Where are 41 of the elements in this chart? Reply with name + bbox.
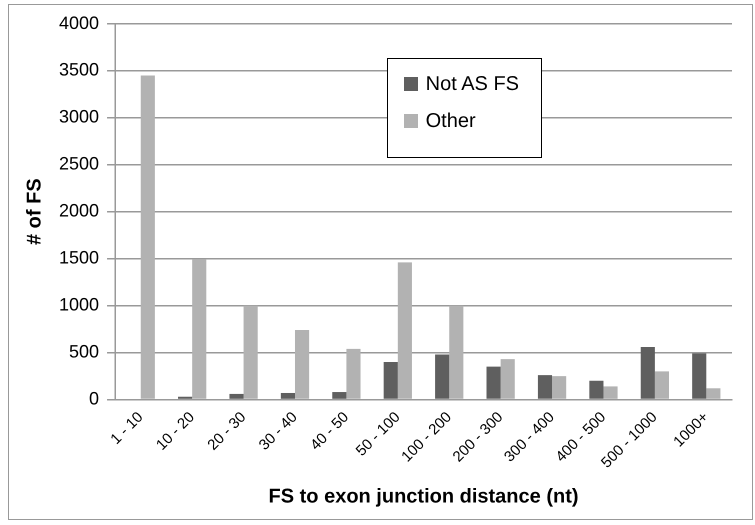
y-tick-label: 4000 bbox=[58, 12, 100, 33]
y-tick-label: 0 bbox=[89, 388, 100, 409]
y-tick-label: 2500 bbox=[58, 154, 100, 174]
bar bbox=[346, 348, 361, 399]
bar bbox=[500, 359, 515, 399]
x-tick-label: 300 - 400 bbox=[500, 408, 558, 466]
y-tick-label: 3000 bbox=[58, 106, 100, 127]
bar bbox=[589, 380, 604, 399]
bar bbox=[692, 354, 706, 399]
bar bbox=[486, 366, 501, 399]
bar bbox=[706, 388, 720, 399]
bar bbox=[603, 386, 618, 399]
y-tick-label: 1500 bbox=[58, 248, 100, 268]
x-tick-label: 30 - 40 bbox=[256, 408, 301, 454]
bar bbox=[244, 306, 258, 399]
x-tick-label: 10 - 20 bbox=[152, 408, 198, 454]
x-tick-label: 40 - 50 bbox=[307, 408, 352, 454]
bar bbox=[229, 394, 244, 399]
y-tick-label: 1000 bbox=[58, 294, 100, 315]
x-axis-title: FS to exon junction distance (nt) bbox=[268, 486, 579, 508]
bar bbox=[384, 362, 398, 399]
bar bbox=[640, 346, 655, 399]
bar bbox=[538, 375, 552, 399]
y-tick-label: 500 bbox=[68, 342, 100, 362]
bar bbox=[398, 262, 412, 399]
y-axis-title: # of FS bbox=[24, 178, 46, 246]
bar bbox=[140, 75, 155, 399]
x-tick-label: 1 - 10 bbox=[107, 408, 147, 448]
bar bbox=[332, 392, 346, 399]
y-tick-label: 3500 bbox=[58, 60, 100, 80]
bar bbox=[192, 260, 206, 399]
bar bbox=[280, 392, 295, 399]
bar bbox=[449, 306, 464, 399]
y-tick-label: 2000 bbox=[58, 200, 100, 221]
legend-label: Other bbox=[426, 110, 476, 133]
bar bbox=[654, 371, 670, 399]
bar bbox=[552, 376, 566, 399]
x-tick-label: 20 - 30 bbox=[204, 408, 250, 454]
bar bbox=[294, 330, 310, 399]
legend-label: Not AS FS bbox=[426, 72, 519, 96]
bar bbox=[435, 354, 450, 399]
